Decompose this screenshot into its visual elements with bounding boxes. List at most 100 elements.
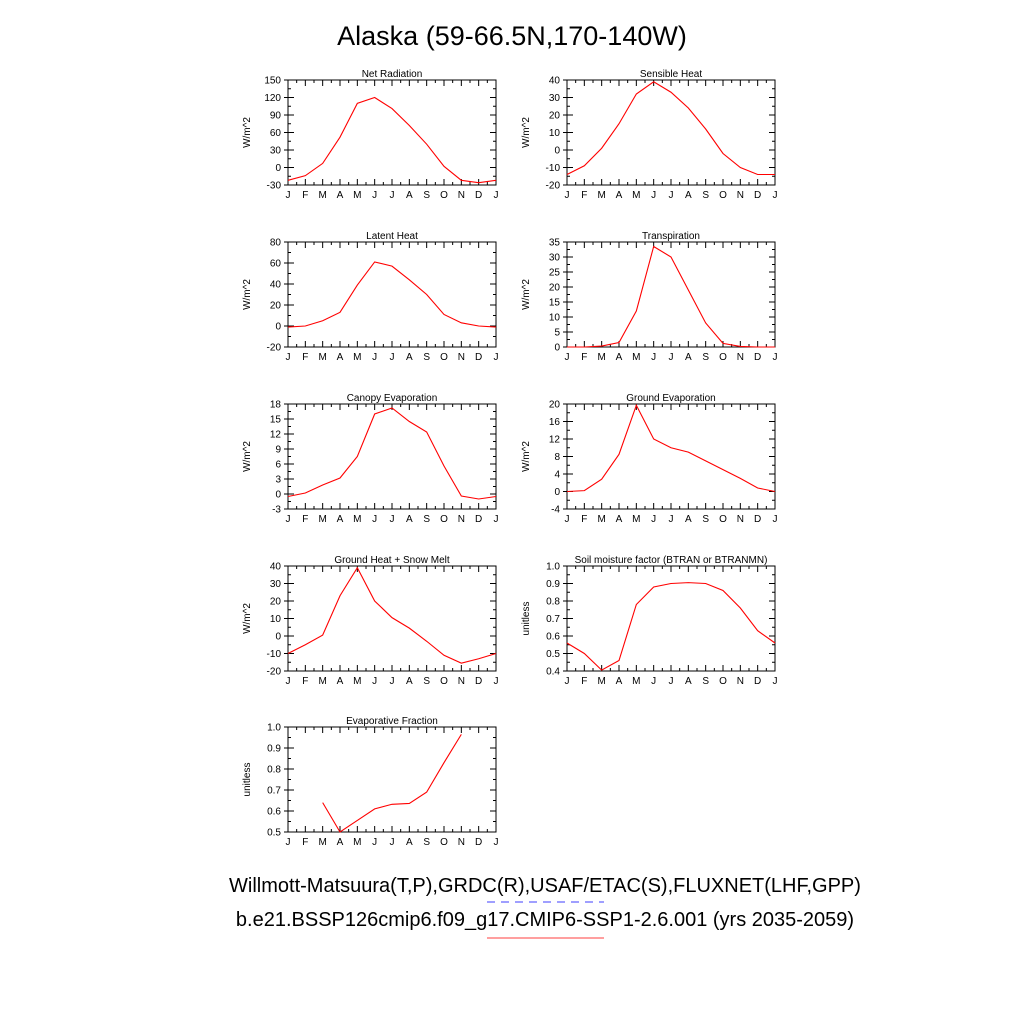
x-tick-label: J [390, 514, 395, 525]
y-tick-label: 40 [270, 280, 282, 291]
y-tick-label: -20 [267, 343, 282, 354]
y-tick-label: -4 [551, 505, 560, 516]
y-axis-label: W/m^2 [242, 603, 253, 634]
series-line [287, 96, 497, 184]
x-tick-label: F [581, 352, 587, 363]
y-tick-label: 150 [264, 76, 281, 87]
x-tick-label: N [737, 676, 744, 687]
y-axis-label: W/m^2 [521, 441, 532, 472]
plot-frame [566, 403, 776, 510]
y-tick-label: 0.8 [546, 597, 560, 608]
panel-title: Ground Heat + Snow Melt [334, 555, 450, 566]
y-axis-label: W/m^2 [521, 117, 532, 148]
plot-frame [287, 726, 497, 833]
x-tick-label: A [616, 676, 623, 687]
panel-title: Canopy Evaporation [347, 393, 438, 404]
x-tick-label: J [669, 676, 674, 687]
x-tick-label: J [773, 514, 778, 525]
x-tick-label: A [337, 352, 344, 363]
plot-frame [566, 565, 776, 672]
x-tick-label: M [597, 352, 605, 363]
x-tick-label: S [423, 352, 430, 363]
y-tick-label: 120 [264, 93, 281, 104]
panel-title: Transpiration [642, 231, 700, 242]
x-tick-label: J [565, 514, 570, 525]
y-tick-label: 40 [270, 562, 282, 573]
y-tick-label: 0.8 [267, 765, 281, 776]
x-tick-label: M [597, 514, 605, 525]
x-tick-label: J [773, 352, 778, 363]
y-tick-label: 12 [270, 430, 282, 441]
series-line [287, 261, 497, 328]
panel-title: Ground Evaporation [626, 393, 716, 404]
x-tick-label: M [318, 837, 326, 848]
x-tick-label: M [353, 514, 361, 525]
x-tick-label: J [372, 676, 377, 687]
x-tick-label: J [651, 676, 656, 687]
y-tick-label: 3 [275, 475, 281, 486]
x-tick-label: A [406, 352, 413, 363]
x-tick-label: A [406, 837, 413, 848]
x-tick-label: M [353, 837, 361, 848]
x-tick-label: N [737, 514, 744, 525]
y-tick-label: 20 [549, 283, 561, 294]
y-tick-label: 30 [549, 93, 561, 104]
x-tick-label: F [302, 837, 308, 848]
x-tick-label: O [440, 352, 448, 363]
y-tick-label: 30 [270, 579, 282, 590]
y-tick-label: -30 [267, 181, 282, 192]
x-tick-label: J [390, 190, 395, 201]
x-tick-label: D [754, 514, 761, 525]
y-tick-label: 12 [549, 435, 561, 446]
x-tick-label: A [616, 190, 623, 201]
x-tick-label: M [318, 352, 326, 363]
x-tick-label: O [440, 676, 448, 687]
x-tick-label: M [318, 190, 326, 201]
y-tick-label: -10 [546, 163, 561, 174]
plot-frame [287, 403, 497, 510]
y-tick-label: 8 [554, 452, 560, 463]
y-tick-label: -3 [272, 505, 281, 516]
y-tick-label: 0.4 [546, 667, 560, 678]
x-tick-label: F [581, 190, 587, 201]
x-tick-label: A [685, 514, 692, 525]
x-tick-label: J [286, 676, 291, 687]
legend-model-text: b.e21.BSSP126cmip6.f09_g17.CMIP6-SSP1-2.… [236, 909, 854, 931]
x-tick-label: J [494, 352, 499, 363]
x-tick-label: O [440, 837, 448, 848]
y-tick-label: 6 [275, 460, 281, 471]
plot-frame [287, 79, 497, 186]
y-tick-label: 5 [554, 328, 560, 339]
x-tick-label: J [372, 514, 377, 525]
x-tick-label: D [475, 514, 482, 525]
y-axis-label: unitless [242, 763, 253, 797]
x-tick-label: D [475, 352, 482, 363]
x-tick-label: S [423, 837, 430, 848]
x-tick-label: J [286, 837, 291, 848]
y-tick-label: 0 [554, 146, 560, 157]
x-tick-label: D [754, 352, 761, 363]
panel-title: Evaporative Fraction [346, 716, 438, 727]
series-line [566, 403, 776, 493]
x-tick-label: N [458, 352, 465, 363]
y-tick-label: 30 [549, 253, 561, 264]
y-tick-label: 0.5 [546, 649, 560, 660]
y-tick-label: 25 [549, 268, 561, 279]
plot-frame [287, 565, 497, 672]
y-tick-label: 0 [554, 487, 560, 498]
plot-frame [287, 241, 497, 348]
y-tick-label: 40 [549, 76, 561, 87]
y-axis-label: W/m^2 [521, 279, 532, 310]
x-tick-label: F [302, 190, 308, 201]
y-tick-label: 10 [549, 313, 561, 324]
x-tick-label: J [372, 837, 377, 848]
y-axis-label: W/m^2 [242, 117, 253, 148]
x-tick-label: J [565, 352, 570, 363]
x-tick-label: F [302, 514, 308, 525]
y-tick-label: 4 [554, 470, 560, 481]
x-tick-label: D [475, 676, 482, 687]
y-axis-label: W/m^2 [242, 441, 253, 472]
x-tick-label: M [632, 676, 640, 687]
